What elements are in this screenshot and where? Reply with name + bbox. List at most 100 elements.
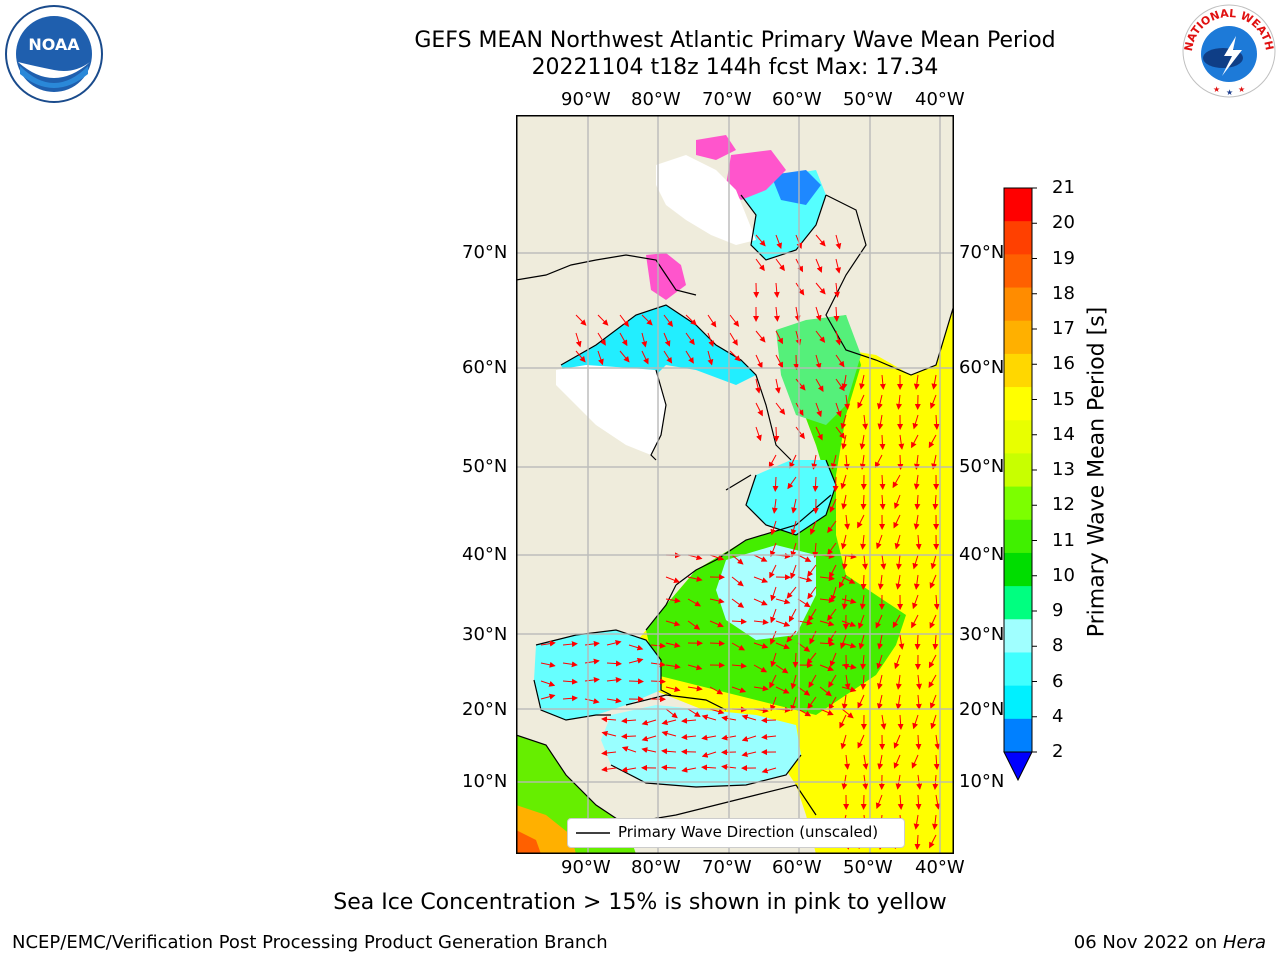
wave-arrow xyxy=(876,534,883,550)
wave-arrow xyxy=(893,734,901,749)
wave-arrow xyxy=(786,630,797,643)
wave-arrow xyxy=(893,514,901,529)
wave-arrow xyxy=(601,716,617,723)
svg-text:NOAA: NOAA xyxy=(28,35,80,54)
wave-arrow xyxy=(806,652,817,665)
noaa-logo: NOAA xyxy=(5,5,103,103)
wave-arrow xyxy=(741,714,757,721)
wave-arrow xyxy=(795,378,806,391)
wave-arrow xyxy=(641,719,657,726)
wave-arrow xyxy=(775,330,783,345)
wave-arrow xyxy=(860,494,867,510)
machine-name: Hera xyxy=(1222,932,1266,953)
wave-arrow xyxy=(807,696,817,710)
wave-arrow xyxy=(835,402,842,418)
legend-line-icon xyxy=(576,832,610,834)
colorbar-tick-label: 21 xyxy=(1052,177,1075,198)
wave-arrow xyxy=(663,332,671,347)
wave-arrow xyxy=(797,619,813,626)
colorbar-tick-label: 16 xyxy=(1052,353,1075,375)
wave-arrow xyxy=(912,554,919,570)
wave-arrow xyxy=(707,332,714,348)
wave-arrow xyxy=(665,576,680,584)
wave-arrow xyxy=(807,586,817,600)
wave-arrow xyxy=(797,642,811,652)
wave-arrow xyxy=(775,354,784,369)
wave-arrow xyxy=(875,614,883,629)
wave-arrow xyxy=(619,332,628,347)
wave-arrow xyxy=(815,378,824,392)
wave-arrow xyxy=(815,354,822,370)
wave-arrow xyxy=(540,640,556,647)
wave-arrow xyxy=(731,576,744,587)
colorbar-tick-label: 20 xyxy=(1052,212,1075,234)
wave-arrow xyxy=(819,664,834,672)
wave-arrow xyxy=(928,674,937,689)
wave-arrow xyxy=(685,350,694,364)
wave-arrow xyxy=(755,402,763,417)
wave-arrow xyxy=(819,620,835,627)
wave-arrow xyxy=(701,714,717,721)
wave-arrow xyxy=(786,586,797,599)
legend-label: Primary Wave Direction (unscaled) xyxy=(618,823,879,841)
map-legend: Primary Wave Direction (unscaled) xyxy=(567,818,905,848)
colorbar-segment xyxy=(1004,552,1032,587)
wave-arrow xyxy=(562,641,578,648)
wave-arrow xyxy=(876,674,883,690)
wave-arrow xyxy=(753,685,769,692)
wave-arrow xyxy=(857,694,865,709)
wave-arrow xyxy=(916,674,922,690)
wave-arrow xyxy=(562,661,578,668)
wave-arrow xyxy=(775,642,790,650)
wave-arrow xyxy=(575,314,587,326)
wave-arrow xyxy=(893,494,901,510)
wave-arrow xyxy=(841,594,848,610)
wave-arrow xyxy=(844,394,851,410)
wave-arrow xyxy=(665,597,681,604)
lat-label: 10°N xyxy=(462,771,508,792)
wave-arrow xyxy=(859,594,866,610)
colorbar-segment xyxy=(1004,420,1032,454)
wave-arrow xyxy=(709,686,724,695)
wave-arrow xyxy=(701,764,717,771)
wave-arrow xyxy=(661,764,677,771)
colorbar-segment xyxy=(1004,486,1032,521)
wave-arrow xyxy=(914,834,921,850)
wave-arrow xyxy=(808,674,817,688)
wave-arrow xyxy=(753,642,769,649)
wave-arrow xyxy=(661,748,677,755)
wave-arrow xyxy=(838,574,847,589)
wave-arrow xyxy=(827,542,837,556)
lat-label: 60°N xyxy=(959,357,1005,378)
wave-arrow xyxy=(773,426,780,442)
wave-arrow xyxy=(933,594,940,610)
wave-arrow xyxy=(770,586,777,602)
lon-label: 80°W xyxy=(631,857,681,878)
wave-arrow xyxy=(894,534,901,550)
wave-arrow xyxy=(841,434,847,450)
wave-arrow xyxy=(876,694,883,710)
run-date-text: 06 Nov 2022 on xyxy=(1073,932,1223,953)
lon-label: 60°W xyxy=(772,857,822,878)
wave-arrow xyxy=(597,332,606,346)
wave-arrow xyxy=(681,766,697,773)
wave-arrow xyxy=(892,614,901,629)
svg-text:★: ★ xyxy=(1226,88,1233,97)
gulf-of-mexico xyxy=(534,630,661,720)
colorbar-segment xyxy=(1004,519,1032,554)
wave-arrow xyxy=(709,640,725,647)
nws-logo: NATIONAL WEATHER SERVICE ★ ★ ★ xyxy=(1180,2,1276,98)
lat-label: 70°N xyxy=(959,242,1005,263)
wave-arrow xyxy=(661,730,677,737)
wave-arrow xyxy=(844,514,851,530)
wave-arrow xyxy=(797,554,812,562)
wave-arrow xyxy=(877,414,884,430)
wave-arrow xyxy=(841,576,856,584)
wave-arrow xyxy=(819,686,832,697)
wave-arrow xyxy=(896,554,902,570)
wave-arrow xyxy=(741,751,757,758)
wave-arrow xyxy=(879,474,886,490)
wave-arrow xyxy=(913,814,920,830)
wave-arrow xyxy=(621,746,637,753)
wave-arrow xyxy=(789,454,797,469)
